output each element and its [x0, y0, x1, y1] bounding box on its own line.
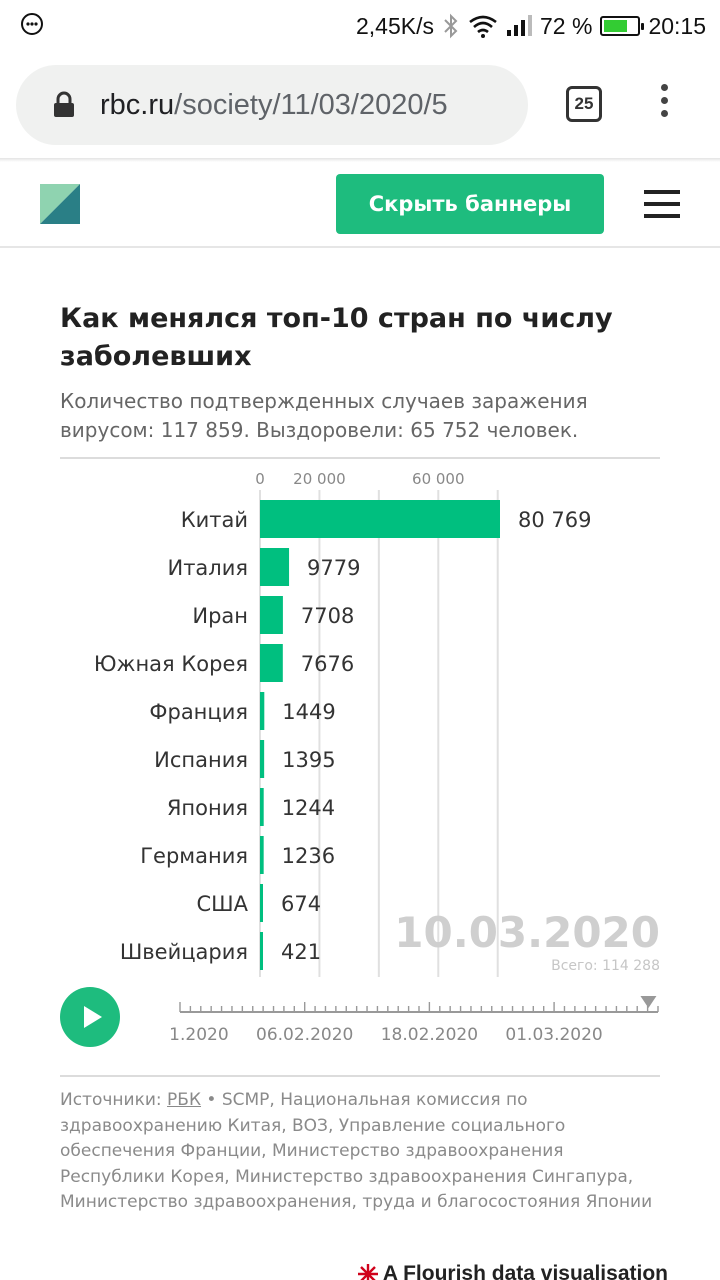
bar [260, 788, 264, 826]
value-label: 1395 [282, 748, 335, 772]
sources-rbc-link[interactable]: РБК [167, 1090, 202, 1110]
bar [260, 836, 264, 874]
address-bar[interactable]: rbc.ru/society/11/03/2020/5 [16, 65, 528, 145]
category-label: Германия [140, 844, 248, 868]
header-divider [0, 246, 720, 248]
category-label: США [197, 892, 249, 916]
flourish-credit-text: A Flourish data visualisation [382, 1262, 668, 1280]
sources-rest: • SCMP, Национальная комиссия по здравоо… [60, 1090, 653, 1212]
value-label: 1449 [282, 700, 335, 724]
bar [260, 500, 500, 538]
signal-icon [507, 15, 532, 36]
bar [260, 884, 263, 922]
rbc-logo[interactable] [40, 184, 80, 224]
bar [260, 548, 290, 586]
battery-level [604, 20, 628, 32]
chart-title: Как менялся топ-10 стран по числу заболе… [60, 303, 613, 372]
value-label: 674 [281, 892, 321, 916]
timeline-date-label: 06.02.2020 [256, 1025, 353, 1045]
clock: 20:15 [648, 12, 706, 39]
toolbar-shadow [0, 158, 720, 162]
category-label: Швейцария [120, 940, 248, 964]
timeline-date-label: 01.03.2020 [505, 1025, 602, 1045]
value-label: 80 769 [518, 508, 591, 532]
bar [260, 644, 283, 682]
x-tick-label: 20 000 [293, 470, 346, 488]
total-label: Всего: 114 288 [551, 958, 660, 974]
chart-top-rule [60, 457, 660, 459]
category-label: Франция [149, 700, 248, 724]
hide-banners-button[interactable]: Скрыть баннеры [336, 174, 604, 234]
chart-subtitle: Количество подтвержденных случаев зараже… [60, 389, 588, 442]
category-label: Южная Корея [94, 652, 248, 676]
sources-text: Источники: РБК • SCMP, Национальная коми… [60, 1088, 660, 1216]
category-label: Китай [181, 508, 248, 532]
value-label: 7708 [301, 604, 354, 628]
timeline-date-label: 18.02.2020 [381, 1025, 478, 1045]
bluetooth-icon [444, 13, 458, 39]
url-text[interactable]: rbc.ru/society/11/03/2020/5 [100, 85, 524, 125]
value-label: 9779 [307, 556, 360, 580]
status-bar: 2,45K/s 72 % 20:15 [0, 0, 720, 52]
current-date-label: 10.03.2020 [394, 908, 660, 957]
value-label: 1236 [282, 844, 335, 868]
browser-menu-icon[interactable] [656, 84, 672, 124]
x-tick-label: 0 [255, 470, 265, 488]
bar-chart: 0 20 000 60 000 Китай 80 769 Италия 9779 Иран 77… [94, 470, 591, 977]
battery-icon [600, 16, 645, 36]
url-domain: rbc.ru [100, 89, 175, 121]
bar [260, 692, 265, 730]
category-label: Испания [154, 748, 248, 772]
category-label: Иран [192, 604, 248, 628]
lock-icon [54, 91, 74, 117]
notification-icon [21, 13, 43, 35]
bar [260, 596, 283, 634]
sources-prefix: Источники: [60, 1090, 168, 1110]
value-label: 7676 [301, 652, 354, 676]
play-button[interactable] [60, 987, 120, 1047]
timeline-slider[interactable]: 25.01.2020 06.02.2020 18.02.2020 01.03.2020 [170, 990, 670, 1050]
flourish-credit[interactable]: A Flourish data visualisation [357, 1262, 668, 1280]
flourish-logo-icon [357, 1264, 378, 1280]
wifi-icon [469, 15, 497, 38]
battery-percent: 72 % [540, 12, 593, 39]
bar [260, 932, 263, 970]
footer-rule [60, 1075, 660, 1077]
value-label: 1244 [282, 796, 335, 820]
category-label: Япония [167, 796, 248, 820]
bar [260, 740, 265, 778]
network-speed: 2,45K/s [356, 12, 434, 39]
hamburger-menu-icon[interactable] [644, 190, 680, 220]
timeline-date-label: 25.01.2020 [170, 1025, 229, 1045]
x-tick-label: 60 000 [412, 470, 465, 488]
category-label: Италия [167, 556, 248, 580]
value-label: 421 [281, 940, 321, 964]
url-path: /society/11/03/2020/5 [174, 89, 448, 121]
tab-switcher-button[interactable]: 25 [566, 86, 602, 122]
timeline-handle [640, 996, 657, 1008]
